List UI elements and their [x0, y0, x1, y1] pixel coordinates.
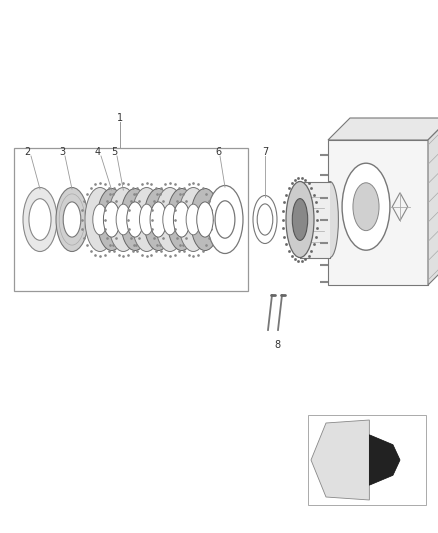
Ellipse shape [178, 188, 208, 252]
Ellipse shape [321, 182, 339, 257]
Ellipse shape [63, 202, 81, 237]
Ellipse shape [286, 182, 314, 257]
Polygon shape [369, 435, 400, 485]
Text: 8: 8 [274, 340, 280, 350]
Ellipse shape [207, 185, 243, 254]
Ellipse shape [197, 202, 213, 237]
Bar [14, 148, 248, 291]
Ellipse shape [186, 204, 201, 235]
Text: 1: 1 [117, 113, 123, 123]
Text: 2: 2 [24, 147, 30, 157]
Ellipse shape [139, 204, 154, 235]
Ellipse shape [116, 204, 131, 235]
Bar [328, 140, 428, 285]
Bar [300, 182, 330, 257]
Ellipse shape [191, 189, 219, 251]
Polygon shape [311, 420, 369, 500]
Ellipse shape [144, 189, 173, 251]
Polygon shape [328, 118, 438, 140]
Ellipse shape [56, 188, 88, 252]
Ellipse shape [150, 202, 166, 237]
Ellipse shape [173, 202, 190, 237]
Ellipse shape [103, 202, 120, 237]
Bar [308, 415, 426, 505]
Ellipse shape [108, 188, 138, 252]
Ellipse shape [257, 204, 273, 235]
Ellipse shape [215, 201, 235, 238]
Text: 7: 7 [262, 147, 268, 157]
Ellipse shape [97, 189, 126, 251]
Ellipse shape [353, 183, 379, 231]
Text: 5: 5 [111, 147, 117, 157]
Ellipse shape [163, 204, 177, 235]
Ellipse shape [85, 188, 115, 252]
Ellipse shape [93, 204, 107, 235]
Ellipse shape [120, 189, 149, 251]
Ellipse shape [127, 202, 143, 237]
Text: 4: 4 [95, 147, 101, 157]
Ellipse shape [132, 188, 162, 252]
Ellipse shape [253, 196, 277, 244]
Ellipse shape [155, 188, 185, 252]
Text: 3: 3 [59, 147, 65, 157]
Ellipse shape [23, 188, 57, 252]
Ellipse shape [342, 163, 390, 250]
Ellipse shape [167, 189, 196, 251]
Ellipse shape [29, 199, 51, 240]
Polygon shape [428, 118, 438, 285]
Text: 6: 6 [215, 147, 221, 157]
Ellipse shape [292, 199, 308, 240]
